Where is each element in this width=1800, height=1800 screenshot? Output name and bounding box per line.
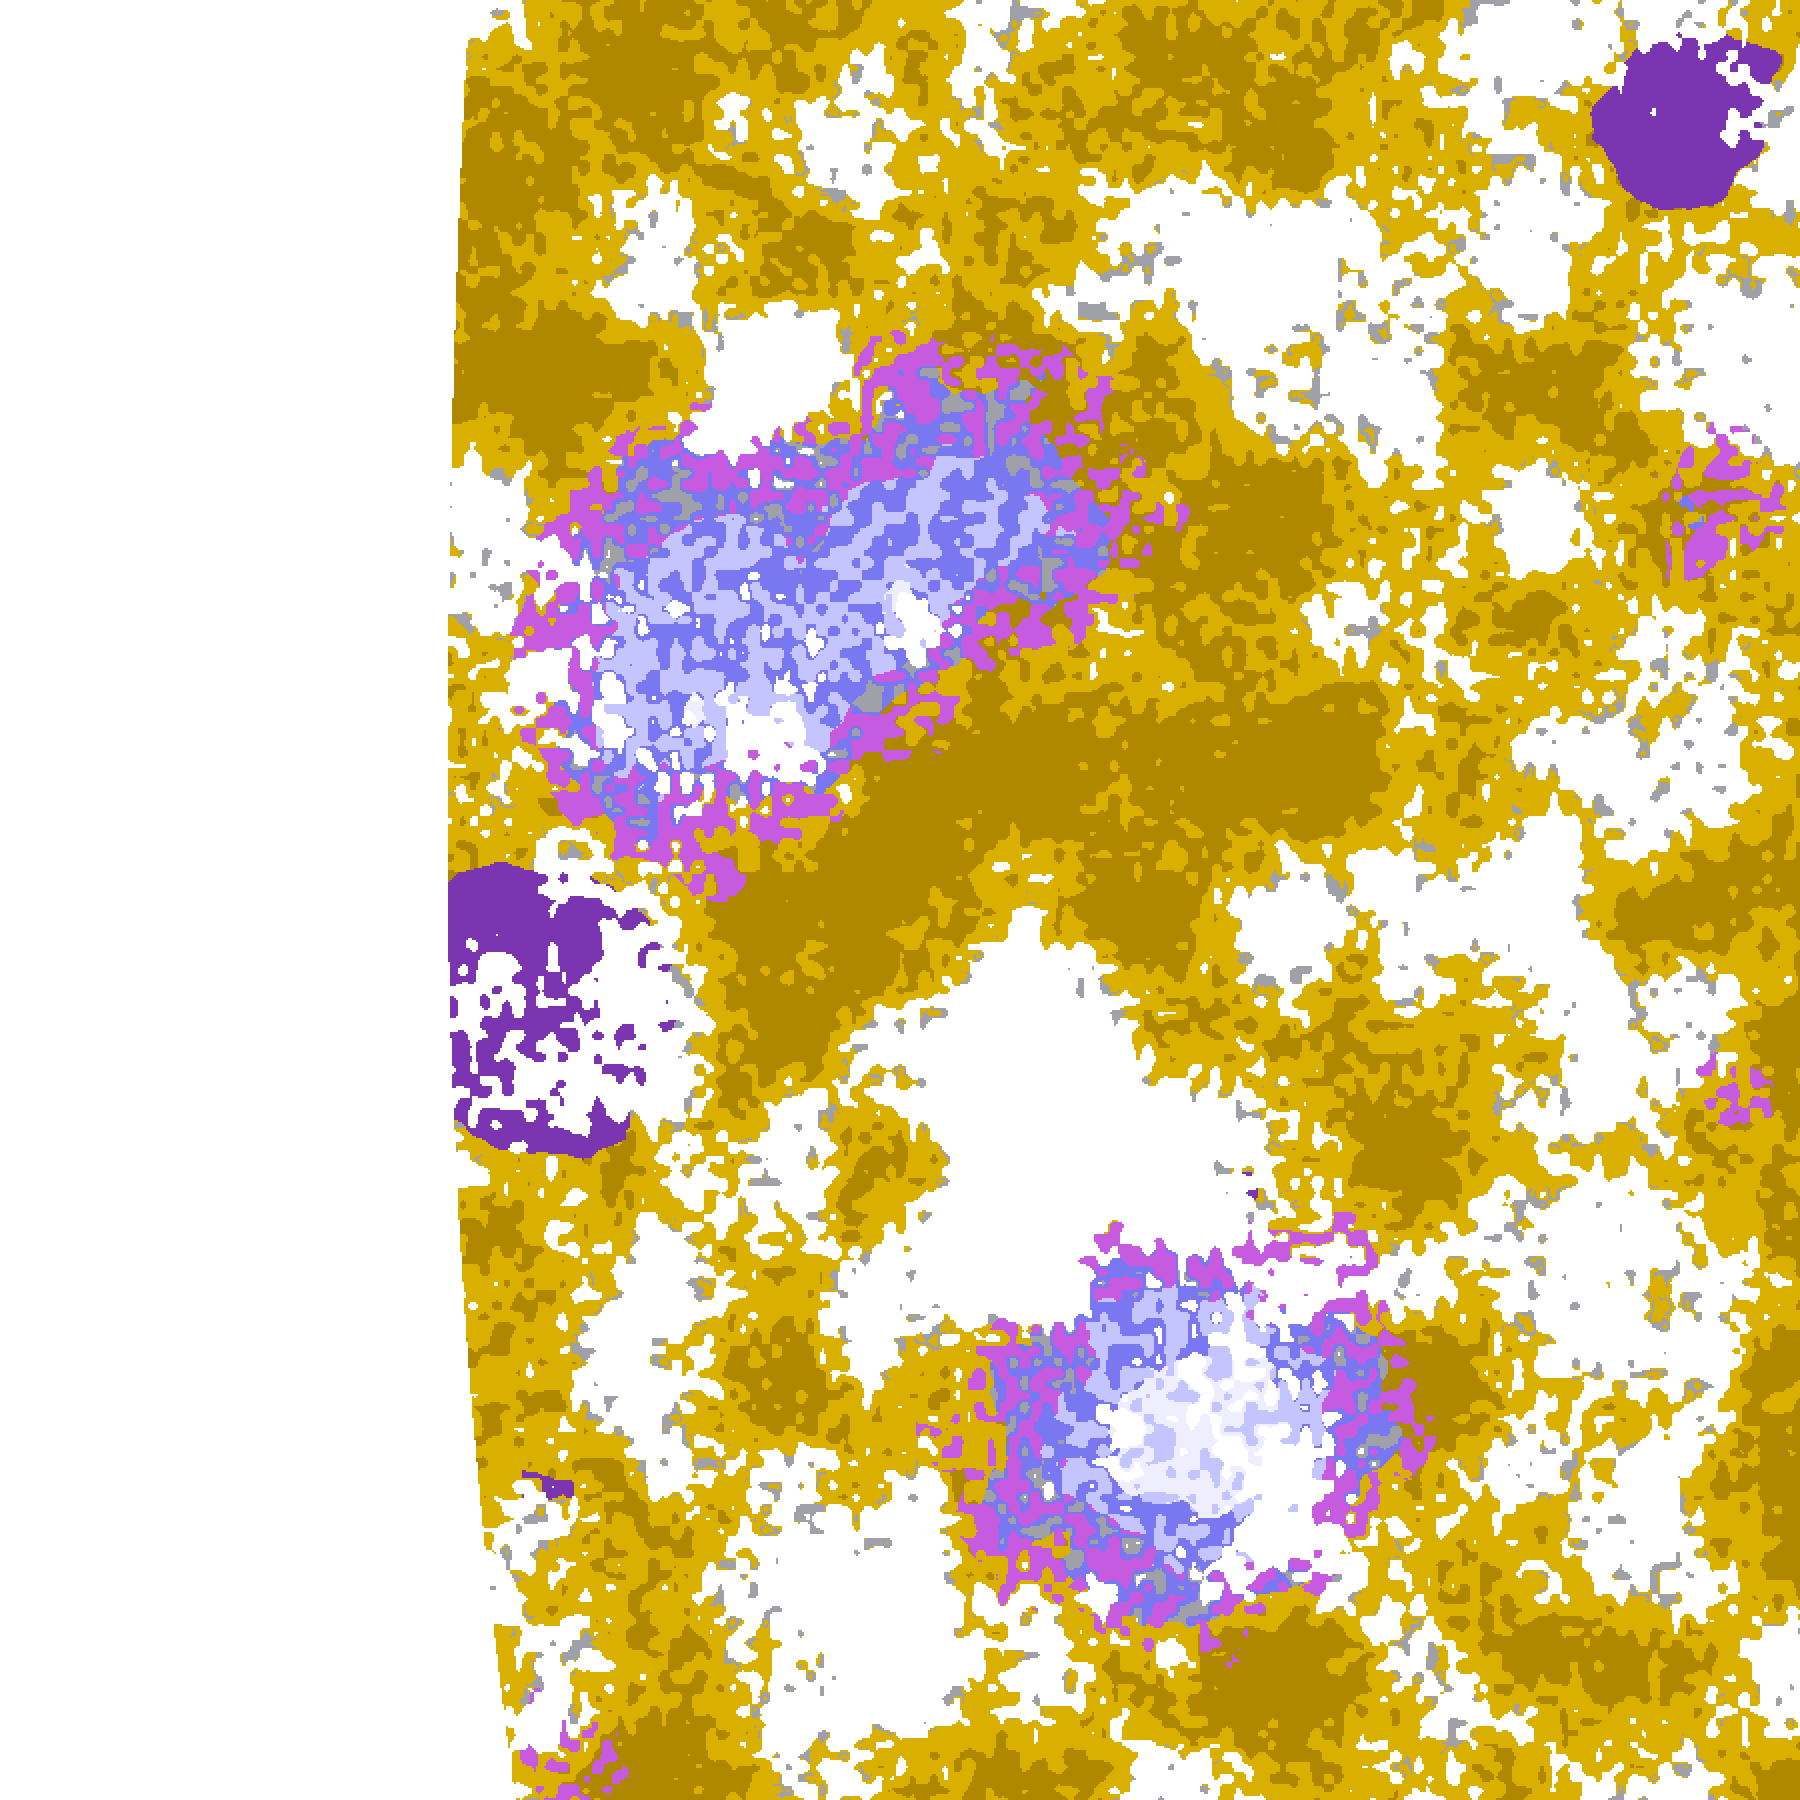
satellite-image-view (0, 0, 1800, 1800)
satellite-cloud-image (0, 0, 1800, 1800)
